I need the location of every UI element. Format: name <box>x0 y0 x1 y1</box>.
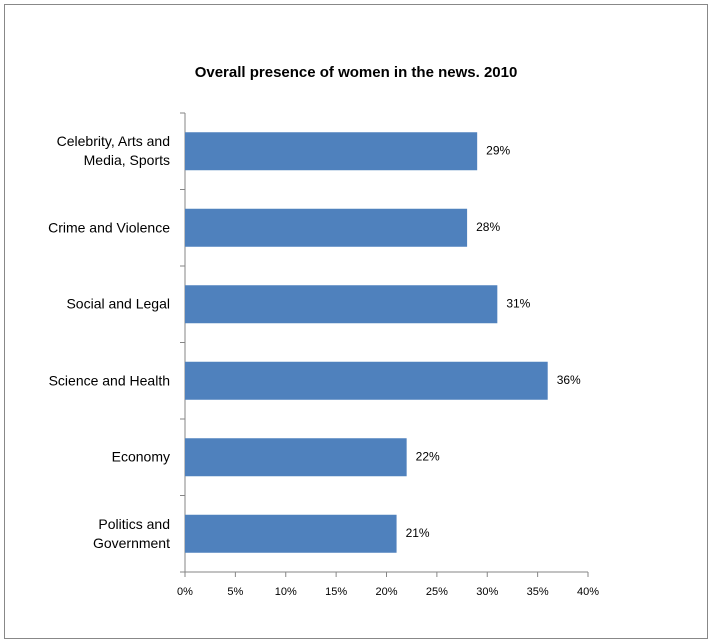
value-label: 22% <box>416 449 440 463</box>
x-tick-label: 20% <box>375 586 397 598</box>
value-label: 21% <box>406 526 430 540</box>
x-tick-label: 35% <box>527 586 549 598</box>
value-label: 31% <box>506 296 530 310</box>
value-label: 28% <box>476 220 500 234</box>
y-tick-label: Celebrity, Arts and Media, Sports <box>56 133 170 169</box>
bar <box>185 208 468 247</box>
chart-title: Overall presence of women in the news. 2… <box>195 64 518 81</box>
bar <box>185 361 548 400</box>
bar <box>185 285 498 324</box>
bar <box>185 438 407 477</box>
y-tick-label: Social and Legal <box>66 295 170 312</box>
bar <box>185 514 397 553</box>
x-tick-label: 40% <box>577 586 599 598</box>
value-label: 36% <box>557 373 581 387</box>
x-tick-label: 5% <box>227 586 243 598</box>
y-tick-label: Politics and Government <box>92 515 170 551</box>
x-tick-label: 25% <box>426 586 448 598</box>
value-label: 29% <box>486 143 510 157</box>
x-tick-label: 15% <box>325 586 347 598</box>
x-tick-label: 0% <box>177 586 193 598</box>
y-tick-label: Crime and Violence <box>48 219 170 236</box>
y-tick-label: Economy <box>111 448 170 465</box>
bar <box>185 132 478 171</box>
x-tick-label: 30% <box>476 586 498 598</box>
y-tick-label: Science and Health <box>48 372 170 389</box>
x-tick-label: 10% <box>275 586 297 598</box>
